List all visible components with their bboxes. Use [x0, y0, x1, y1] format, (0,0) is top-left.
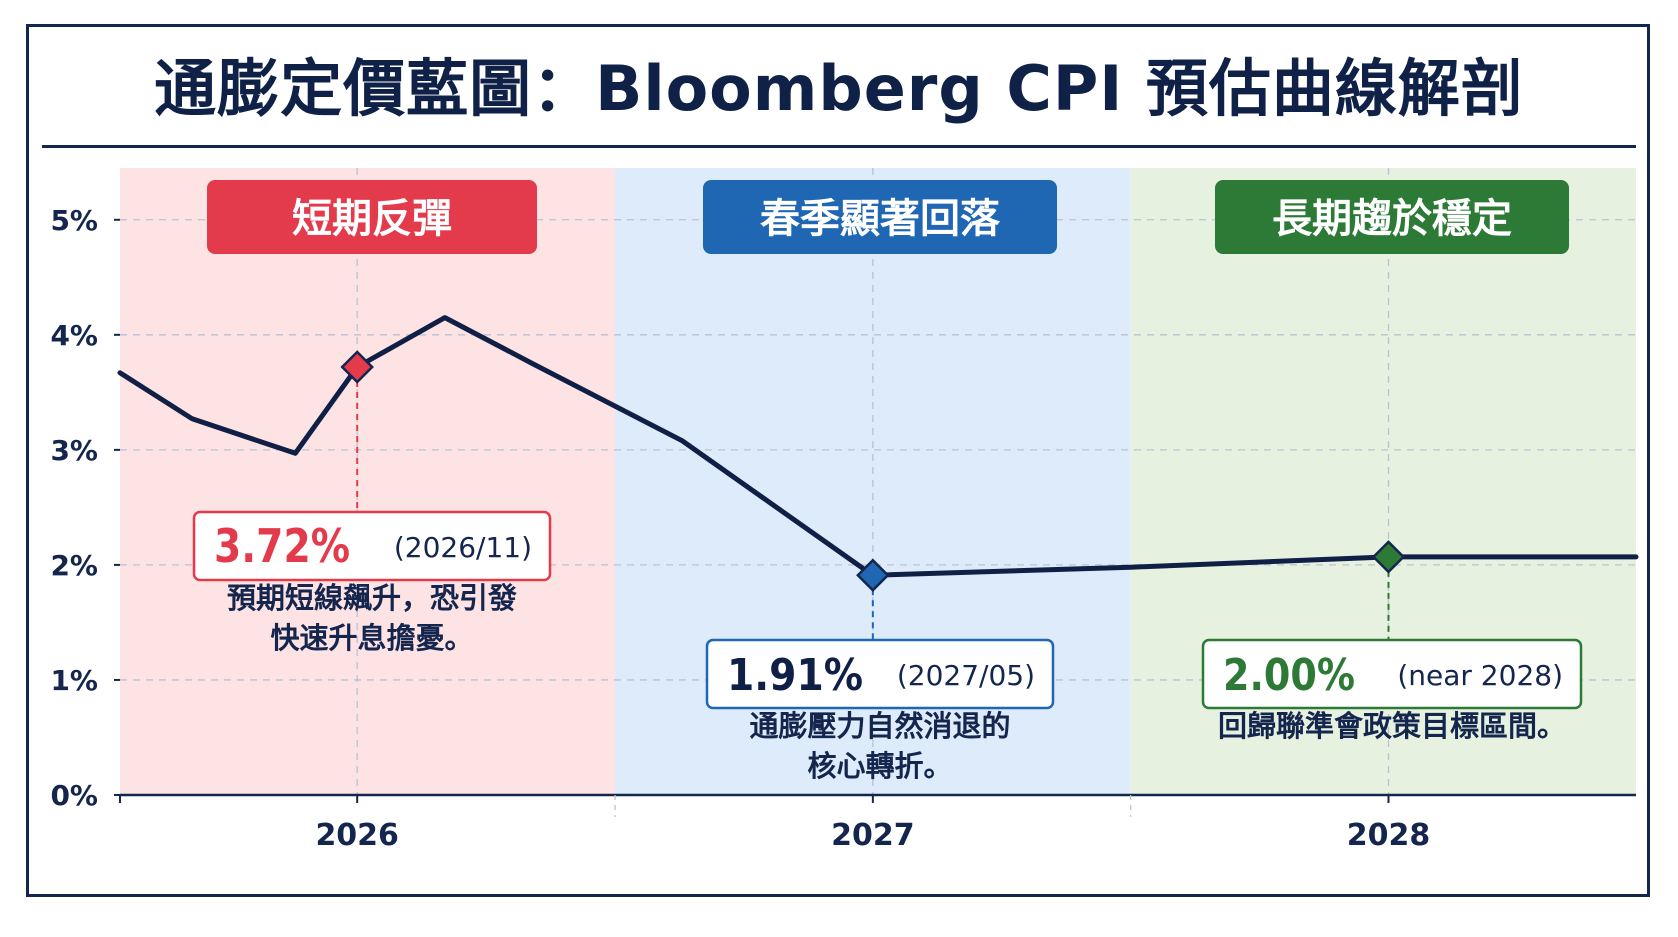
zone-title-2: 春季顯著回落: [703, 180, 1057, 254]
annotation-description: 快速升息擔憂。: [270, 621, 473, 655]
annotation-box: [1201, 638, 1583, 710]
data-point-marker: [1371, 540, 1406, 574]
annotation-date: (2027/05): [897, 659, 1035, 692]
zone-bg-1: [120, 168, 616, 795]
zone-title-label: 長期趨於穩定: [1272, 196, 1512, 242]
annotation-3: 2.00% (near 2028) 回歸聯準會政策目標區間。: [1201, 540, 1583, 743]
annotation-description: 預期短線飆升，恐引發: [227, 581, 517, 615]
data-point-marker: [856, 558, 890, 593]
data-point-marker: [340, 350, 374, 384]
annotation-description: 回歸聯準會政策目標區間。: [1218, 709, 1566, 743]
y-tick-label: 4%: [50, 319, 98, 352]
annotation-description: 核心轉折。: [807, 749, 952, 783]
zone-title-3: 長期趨於穩定: [1215, 180, 1569, 254]
annotation-value: 2.00%: [1223, 650, 1355, 701]
zone-title-label: 春季顯著回落: [760, 196, 1001, 242]
y-tick-label: 3%: [50, 434, 98, 467]
y-tick-label: 1%: [50, 664, 98, 697]
zone-title-badge: [207, 180, 537, 254]
zone-title-badge: [703, 180, 1057, 254]
y-tick-label: 2%: [50, 549, 98, 582]
series-layer: [117, 315, 1639, 578]
cpi-forecast-line: [117, 315, 1639, 578]
annotation-box: [192, 510, 552, 582]
x-tick-label: 2027: [831, 818, 915, 853]
annotation-value: 3.72%: [214, 519, 350, 573]
zone-title-label: 短期反彈: [292, 196, 452, 242]
annotation-date: (2026/11): [394, 531, 532, 564]
annotation-description: 通膨壓力自然消退的: [749, 709, 1010, 743]
title-divider: [42, 145, 1636, 148]
zone-titles: 短期反彈 春季顯著回落 長期趨於穩定: [207, 180, 1569, 254]
x-tick-label: 2026: [315, 818, 399, 853]
annotation-date: (near 2028): [1397, 659, 1563, 692]
y-tick-label: 5%: [50, 204, 98, 237]
y-tick-label: 0%: [50, 779, 98, 812]
zone-title-1: 短期反彈: [207, 180, 537, 254]
annotation-value: 1.91%: [727, 650, 863, 701]
axes: 0% 1% 2% 3% 4% 5% 2026 2027 2028: [50, 204, 1636, 853]
zone-title-badge: [1215, 180, 1569, 254]
x-tick-label: 2028: [1347, 818, 1431, 853]
annotation-box: [705, 638, 1055, 710]
chart-title: 通膨定價藍圖：Bloomberg CPI 預估曲線解剖: [154, 52, 1524, 125]
